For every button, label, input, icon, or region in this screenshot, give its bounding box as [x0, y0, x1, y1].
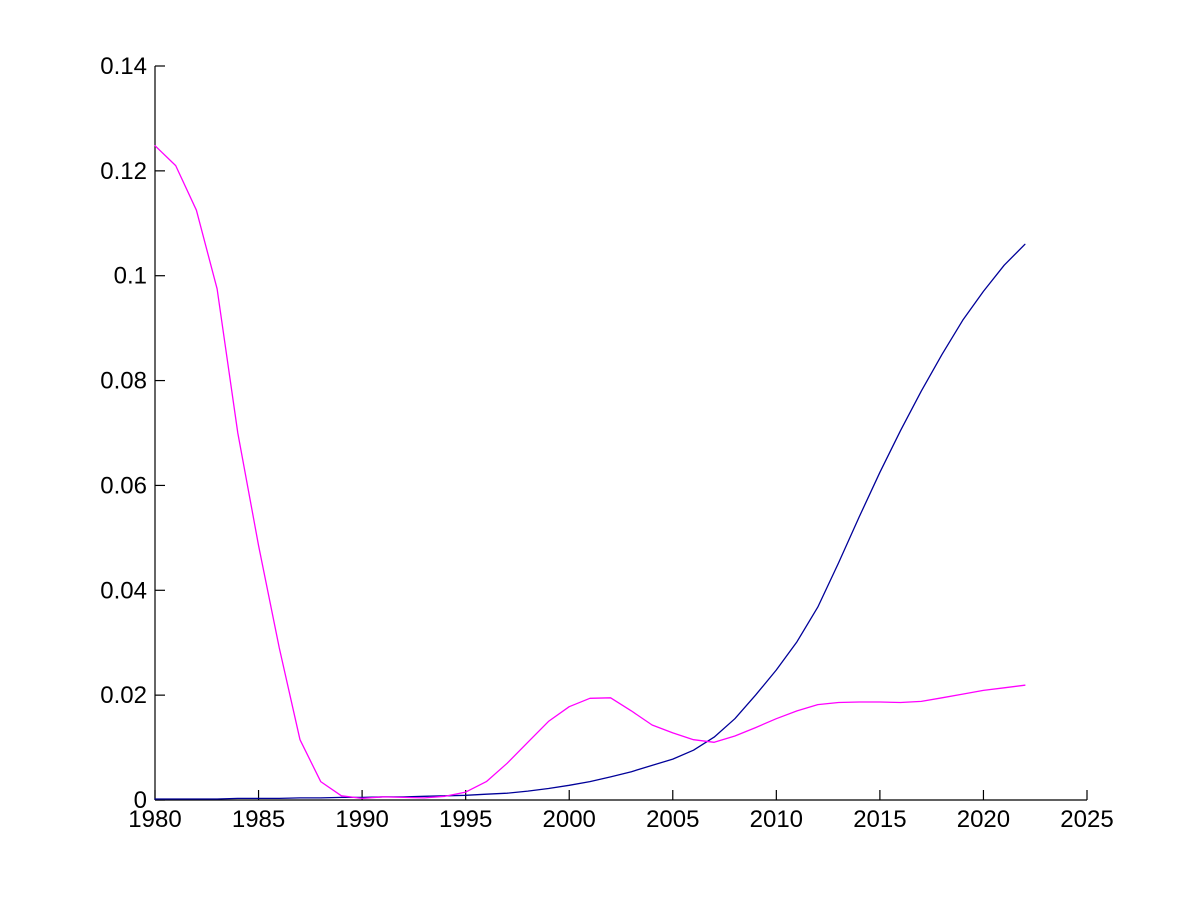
- y-tick-label: 0.02: [100, 682, 147, 709]
- y-tick-label: 0: [134, 787, 147, 814]
- x-tick-label: 2025: [1060, 806, 1113, 833]
- y-tick-label: 0.06: [100, 472, 147, 499]
- x-tick-label: 2000: [543, 806, 596, 833]
- x-tick-label: 2010: [750, 806, 803, 833]
- y-tick-label: 0.04: [100, 577, 147, 604]
- y-tick-label: 0.12: [100, 158, 147, 185]
- x-tick-label: 2015: [853, 806, 906, 833]
- x-tick-label: 1990: [335, 806, 388, 833]
- x-tick-label: 1995: [439, 806, 492, 833]
- y-tick-label: 0.14: [100, 53, 147, 80]
- magenta-line: [154, 145, 1026, 800]
- x-tick-label: 2005: [646, 806, 699, 833]
- y-tick-label: 0.1: [114, 263, 147, 290]
- x-tick-label: 2020: [957, 806, 1010, 833]
- x-tick-label: 1985: [232, 806, 285, 833]
- y-tick-label: 0.08: [100, 368, 147, 395]
- dark-blue-line: [154, 243, 1026, 800]
- x-tick-label: 1980: [128, 806, 181, 833]
